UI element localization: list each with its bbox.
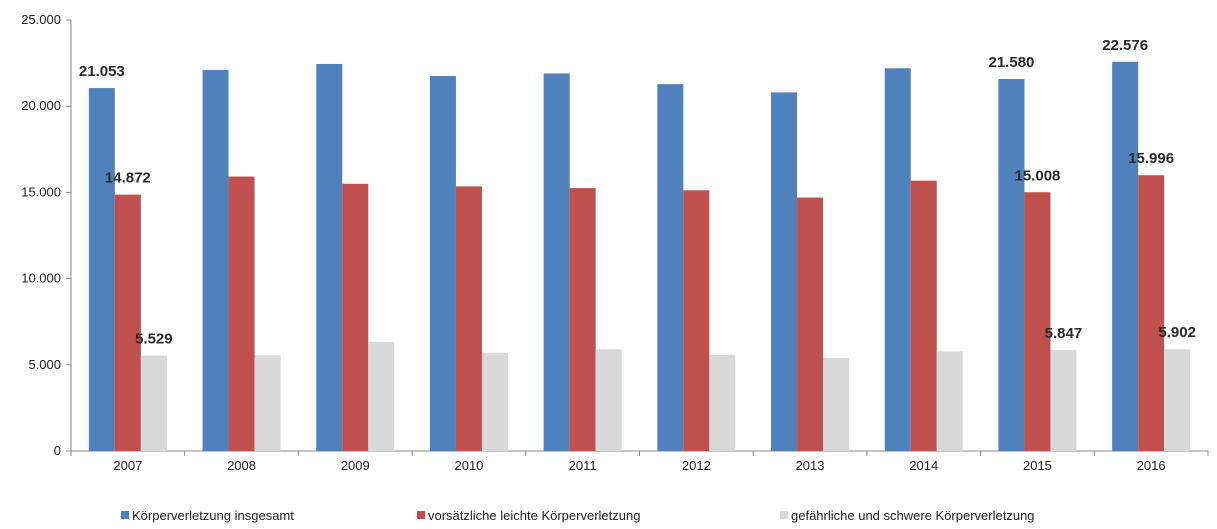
bar <box>342 183 369 451</box>
y-axis: 0 5.000 10.000 15.000 20.000 25.000 <box>21 12 72 458</box>
legend-item: Körperverletzung insgesamt <box>121 508 294 523</box>
data-label: 5.847 <box>1045 325 1083 342</box>
data-label: 14.872 <box>105 170 151 187</box>
bar <box>1112 61 1139 451</box>
bar <box>936 351 963 451</box>
bar <box>481 352 508 451</box>
bar <box>910 180 937 451</box>
legend-item: gefährliche und schwere Körperverletzung <box>780 508 1035 523</box>
y-tick-label: 25.000 <box>21 12 61 27</box>
bar <box>797 197 824 451</box>
legend-swatch <box>417 511 425 519</box>
bar <box>543 73 570 451</box>
x-axis: 2007 2008 2009 2010 2011 2012 2013 2014 2015 2016 <box>70 450 1209 473</box>
bar <box>114 194 141 451</box>
y-tick-label: 0 <box>54 443 61 458</box>
legend-item: vorsätzliche leichte Körperverletzung <box>417 508 640 523</box>
bar <box>823 357 850 451</box>
legend-label: Körperverletzung insgesamt <box>132 508 294 523</box>
data-label: 5.529 <box>135 331 173 348</box>
x-tick-label: 2009 <box>341 458 370 473</box>
bar <box>709 354 736 451</box>
data-labels: 21.053 21.580 22.576 14.872 15.008 15.996 5.52… <box>79 37 1196 348</box>
bar <box>455 186 482 451</box>
data-label: 21.053 <box>79 63 125 80</box>
legend-label: vorsätzliche leichte Körperverletzung <box>428 508 640 523</box>
data-label: 5.902 <box>1158 324 1196 341</box>
data-label: 15.996 <box>1128 150 1174 167</box>
y-tick-label: 20.000 <box>21 98 61 113</box>
x-tick-label: 2008 <box>227 458 256 473</box>
legend-label: gefährliche und schwere Körperverletzung <box>791 508 1035 523</box>
x-tick-label: 2016 <box>1137 458 1166 473</box>
y-tick-label: 15.000 <box>21 184 61 199</box>
bar <box>1164 349 1191 451</box>
bar <box>657 84 684 451</box>
x-tick-label: 2011 <box>569 458 597 473</box>
x-tick-label: 2012 <box>682 458 711 473</box>
bar <box>368 341 395 451</box>
bar <box>1050 350 1077 451</box>
bar <box>683 190 710 451</box>
bar <box>771 92 798 452</box>
legend-swatch <box>780 511 788 519</box>
x-tick-label: 2007 <box>113 458 142 473</box>
bar <box>429 76 456 451</box>
bar <box>228 176 255 452</box>
bar <box>595 349 622 451</box>
bar <box>254 355 281 451</box>
x-tick-label: 2010 <box>454 458 483 473</box>
data-label: 15.008 <box>1015 167 1061 184</box>
x-tick-label: 2014 <box>909 458 938 473</box>
bar <box>88 88 115 452</box>
y-tick-label: 10.000 <box>21 271 61 286</box>
y-tick-label: 5.000 <box>28 357 61 372</box>
legend: Körperverletzung insgesamt vorsätzliche l… <box>121 508 1035 523</box>
bar <box>1138 175 1165 452</box>
legend-swatch <box>121 511 129 519</box>
bar <box>569 188 596 451</box>
bar <box>998 78 1025 451</box>
bars <box>88 61 1191 452</box>
data-label: 21.580 <box>989 54 1035 71</box>
bar <box>202 69 229 451</box>
bar <box>140 355 167 451</box>
bar <box>1024 192 1051 451</box>
bar <box>316 63 343 451</box>
x-tick-label: 2013 <box>796 458 825 473</box>
bar <box>884 68 911 451</box>
data-label: 22.576 <box>1102 37 1148 54</box>
x-tick-label: 2015 <box>1023 458 1052 473</box>
